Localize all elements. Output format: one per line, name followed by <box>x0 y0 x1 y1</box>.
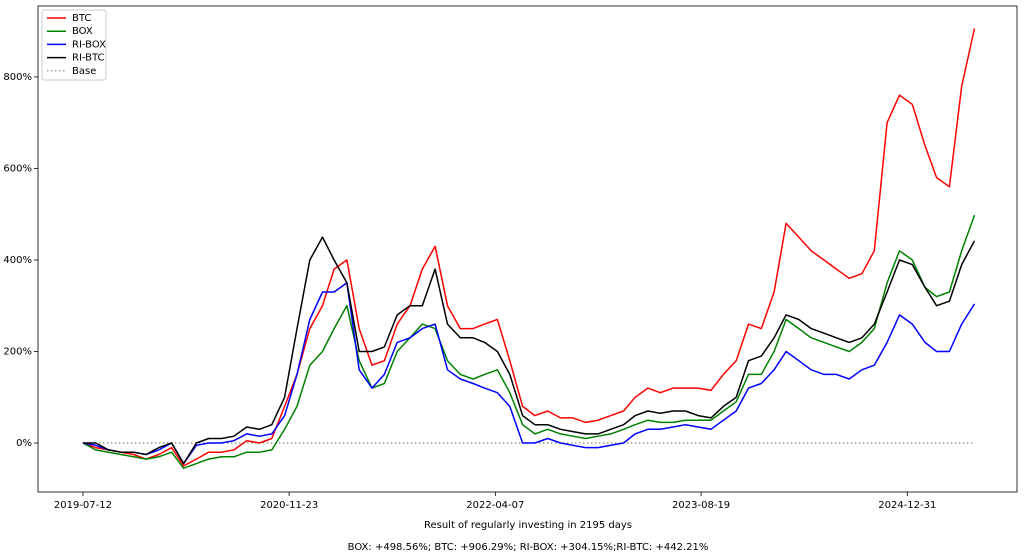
y-tick-label: 0% <box>16 438 32 449</box>
series-line <box>82 28 976 467</box>
y-tick-label: 600% <box>3 163 32 174</box>
legend-label: BOX <box>72 26 93 37</box>
plot-frame <box>37 5 1018 493</box>
x-tick-label: 2023-08-19 <box>672 500 730 511</box>
series-line <box>82 214 976 469</box>
legend-label: RI-BTC <box>72 53 105 64</box>
x-tick-label: 2019-07-12 <box>54 500 112 511</box>
series-line <box>82 282 976 465</box>
legend-label: RI-BOX <box>72 39 106 50</box>
series-line <box>82 236 976 465</box>
y-tick-label: 400% <box>3 255 32 266</box>
y-tick-label: 200% <box>3 347 32 358</box>
x-axis-label: Result of regularly investing in 2195 da… <box>424 520 632 531</box>
x-tick-label: 2020-11-23 <box>260 500 318 511</box>
x-tick-label: 2022-04-07 <box>466 500 524 511</box>
summary: BOX: +498.56%; BTC: +906.29%; RI-BOX: +3… <box>348 542 709 553</box>
legend-label: BTC <box>72 13 91 24</box>
x-tick-label: 2024-12-31 <box>878 500 936 511</box>
legend-label: Base <box>72 66 96 77</box>
y-tick-label: 800% <box>3 72 32 83</box>
legend-box <box>41 9 107 81</box>
